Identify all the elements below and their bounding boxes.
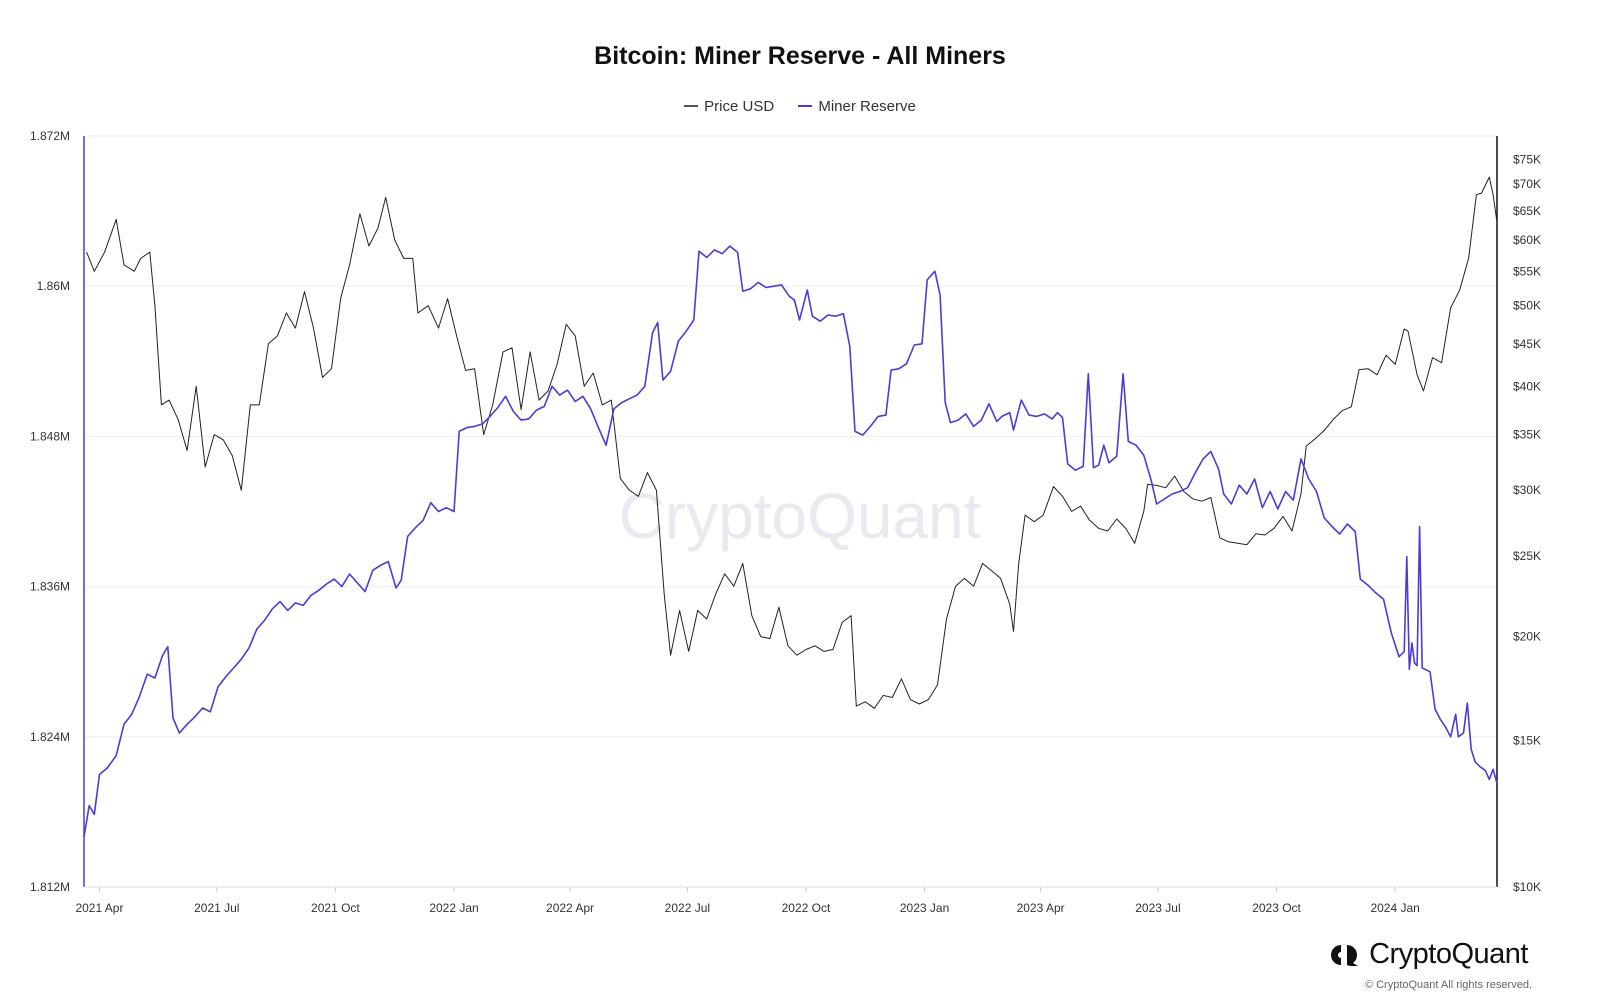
right-tick-label: $45K xyxy=(1513,337,1541,351)
x-tick-label: 2022 Apr xyxy=(546,901,594,915)
x-tick-label: 2021 Jul xyxy=(194,901,239,915)
series-line-price-usd xyxy=(86,176,1498,709)
cryptoquant-logo-icon xyxy=(1327,943,1361,967)
series-line-miner-reserve xyxy=(83,245,1498,838)
left-y-axis: 1.812M 1.824M 1.836M 1.848M 1.86M 1.872M xyxy=(30,129,85,894)
left-tick-label: 1.848M xyxy=(30,429,70,443)
left-tick-label: 1.836M xyxy=(30,580,70,594)
right-tick-label: $55K xyxy=(1513,264,1541,278)
legend-swatch-miner-reserve xyxy=(798,105,813,108)
x-axis: 2021 Apr 2021 Jul 2021 Oct 2022 Jan 2022 Apr… xyxy=(75,886,1497,915)
legend-item-miner-reserve[interactable]: Miner Reserve xyxy=(798,98,916,115)
left-tick-label: 1.812M xyxy=(30,880,70,894)
copyright-text: © CryptoQuant All rights reserved. xyxy=(1364,979,1532,991)
x-tick-label: 2024 Jan xyxy=(1370,901,1419,915)
x-tick-label: 2023 Jan xyxy=(900,901,949,915)
chart-title: Bitcoin: Miner Reserve - All Miners xyxy=(594,42,1006,70)
watermark-text: CryptoQuant xyxy=(619,480,982,552)
left-tick-label: 1.872M xyxy=(30,129,70,143)
right-tick-label: $70K xyxy=(1513,177,1541,191)
x-tick-label: 2023 Oct xyxy=(1252,901,1301,915)
right-tick-label: $25K xyxy=(1513,549,1541,563)
right-y-axis: $10K $15K $20K $25K $30K $35K $40K $45K $50K $55K… xyxy=(1496,136,1541,894)
x-tick-label: 2022 Oct xyxy=(782,901,831,915)
legend-label-price: Price USD xyxy=(704,98,775,115)
legend-item-price[interactable]: Price USD xyxy=(684,98,774,115)
gridlines xyxy=(84,135,1497,888)
right-tick-label: $30K xyxy=(1513,483,1541,497)
brand-name: CryptoQuant xyxy=(1369,938,1528,970)
left-tick-label: 1.86M xyxy=(37,279,70,293)
x-tick-label: 2021 Oct xyxy=(311,901,360,915)
x-tick-label: 2021 Apr xyxy=(75,901,123,915)
right-tick-label: $35K xyxy=(1513,428,1541,442)
right-tick-label: $75K xyxy=(1513,152,1541,166)
brand-logo: CryptoQuant xyxy=(1327,938,1528,971)
right-tick-label: $50K xyxy=(1513,299,1541,313)
legend-label-miner-reserve: Miner Reserve xyxy=(818,98,916,115)
right-tick-label: $60K xyxy=(1513,233,1541,247)
x-tick-label: 2023 Apr xyxy=(1017,901,1065,915)
legend-swatch-price xyxy=(684,105,699,108)
x-tick-label: 2022 Jul xyxy=(665,901,710,915)
series-layer xyxy=(83,176,1498,838)
right-tick-label: $15K xyxy=(1513,734,1541,748)
right-tick-label: $20K xyxy=(1513,630,1541,644)
chart-legend: Price USD Miner Reserve xyxy=(0,98,1600,115)
right-tick-label: $65K xyxy=(1513,204,1541,218)
left-tick-label: 1.824M xyxy=(30,730,70,744)
x-tick-label: 2023 Jul xyxy=(1135,901,1180,915)
right-tick-label: $40K xyxy=(1513,379,1541,393)
right-tick-label: $10K xyxy=(1513,880,1541,894)
x-tick-label: 2022 Jan xyxy=(429,901,478,915)
